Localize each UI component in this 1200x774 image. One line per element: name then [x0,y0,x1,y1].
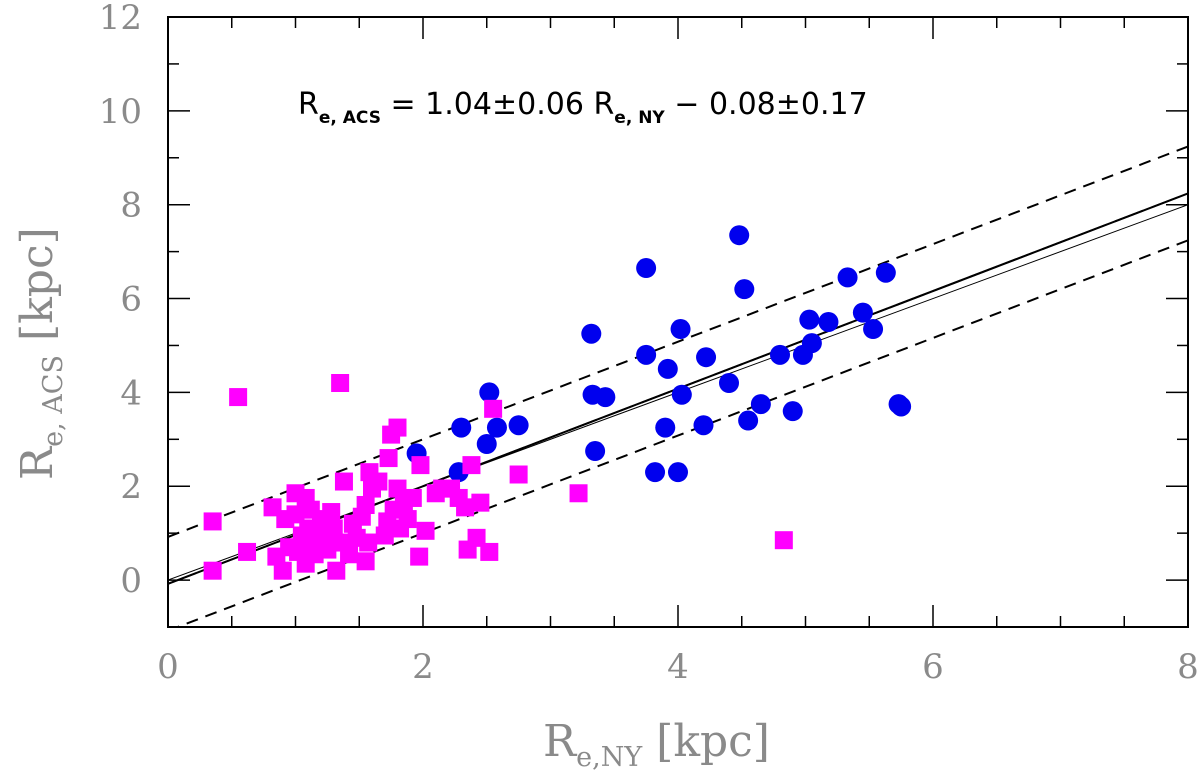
magenta-square-point [322,503,341,522]
magenta-square-point [340,545,359,564]
magenta-square-point [388,418,407,437]
magenta-square-point [774,531,793,550]
blue-circle-point [782,401,803,422]
x-tick-label: 8 [1177,647,1199,687]
eq-lhs-sub: e, ACS [319,108,381,128]
y-tick-label: 6 [120,280,142,320]
x-tick-label: 4 [667,647,689,687]
x-tick-labels: 0 2 4 6 8 [157,647,1199,687]
blue-circle-point [636,258,657,279]
x-axis-title: Re,NY [kpc] [543,716,770,773]
x-axis-title-main: R [543,716,578,767]
blue-circle-point [636,344,657,365]
blue-circle-point [671,384,692,405]
blue-circle-point [738,410,759,431]
y-tick-label: 10 [99,92,142,132]
line-lower-bound [175,239,1188,627]
magenta-square-point [334,472,353,491]
blue-circle-point [799,309,820,330]
line-upper-bound [168,145,1188,538]
blue-circle-point [750,394,771,415]
magenta-square-point [462,456,481,475]
data-points [203,225,912,580]
magenta-square-point [403,488,422,507]
blue-circle-point [451,417,472,438]
magenta-square-point [356,552,375,571]
blue-circle-point [486,417,507,438]
blue-circle-point [734,279,755,300]
magenta-square-point [379,449,398,468]
y-tick-labels: 0 2 4 6 8 10 12 [99,0,142,601]
blue-circle-point [655,417,676,438]
y-tick-label: 0 [120,561,142,601]
magenta-square-point [286,505,305,524]
blue-circle-point [693,415,714,436]
x-tick-label: 2 [412,647,434,687]
magenta-square-point [411,456,430,475]
blue-circle-point [668,462,688,483]
magenta-square-point [484,399,503,418]
y-tick-label: 8 [120,186,142,226]
eq-lhs: R [298,87,319,122]
magenta-square-point [471,493,490,512]
magenta-square-point [369,472,388,491]
blue-circle-point [476,434,497,454]
magenta-square-point [327,561,346,580]
magenta-square-point [388,479,407,498]
y-axis-title: Re, ACS [kpc] [12,227,69,480]
magenta-square-point [416,521,435,540]
magenta-square-point [356,496,375,514]
blue-circle-point [852,302,873,323]
y-axis-title-unit: [kpc] [12,227,63,341]
y-axis-title-sub: e, ACS [38,355,69,447]
blue-circle-point [818,312,839,332]
magenta-square-point [238,542,257,561]
magenta-square-point [331,374,350,392]
magenta-square-point [467,528,486,547]
blue-circle-point [595,387,616,408]
x-tick-label: 6 [922,647,944,687]
blue-circle-point [645,462,666,483]
blue-circle-point [696,347,717,368]
blue-circle-point [801,333,822,354]
magenta-square-point [375,526,394,545]
blue-circle-point [581,323,602,344]
blue-circle-point [670,319,691,340]
magenta-square-point [229,388,248,407]
blue-circle-point [891,396,912,417]
magenta-square-point [203,512,222,531]
magenta-square-point [456,498,475,517]
x-axis-title-unit: [kpc] [656,716,770,767]
blue-circle-point [729,225,750,246]
blue-circle-point [863,319,884,340]
x-tick-label: 0 [157,647,179,687]
y-tick-label: 12 [99,0,142,38]
eq-rhs: − 0.08±0.17 [665,87,868,122]
magenta-square-point [480,542,499,561]
x-axis-title-sub: e,NY [576,742,643,773]
blue-circle-point [479,382,500,403]
blue-circle-point [875,262,896,283]
magenta-square-point [509,465,528,484]
fit-equation: Re, ACS = 1.04±0.06 Re, NY − 0.08±0.17 [298,87,868,128]
magenta-square-point [203,561,222,580]
magenta-square-point [569,484,588,503]
magenta-square-point [273,561,292,580]
magenta-square-point [359,533,378,552]
blue-circle-point [770,344,790,365]
magenta-square-point [398,510,417,529]
y-tick-label: 2 [120,467,142,507]
y-tick-label: 4 [120,373,142,413]
eq-mid: = 1.04±0.06 R [381,87,614,122]
y-axis-title-main: R [12,445,63,480]
eq-mid-sub: e, NY [614,108,665,128]
magenta-square-point [324,519,343,538]
blue-circle-point [657,358,678,379]
blue-circle-point [837,267,858,288]
blue-circle-point [719,373,739,393]
magenta-square-point [410,547,429,566]
blue-circle-point [585,441,606,462]
blue-circle-point [508,415,529,436]
